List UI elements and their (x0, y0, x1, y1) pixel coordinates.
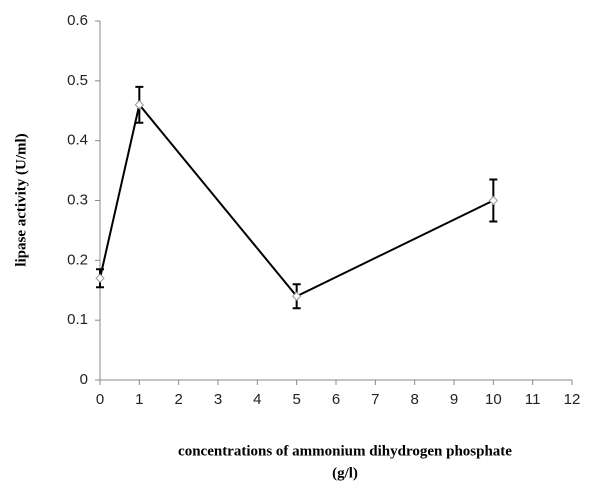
y-tick-label: 0.5 (67, 72, 88, 89)
x-axis-label: (g/l) (332, 465, 358, 481)
x-tick-label: 1 (135, 391, 143, 408)
y-tick-label: 0.6 (67, 12, 88, 29)
x-tick-label: 4 (253, 391, 261, 408)
x-tick-label: 6 (332, 391, 340, 408)
x-axis-label: concentrations of ammonium dihydrogen ph… (178, 443, 512, 459)
y-tick-label: 0.3 (67, 191, 88, 208)
x-tick-label: 0 (96, 391, 104, 408)
y-tick-label: 0 (80, 371, 88, 388)
data-point (95, 273, 105, 283)
x-tick-label: 10 (485, 391, 502, 408)
data-point (291, 291, 302, 301)
x-tick-label: 2 (174, 391, 182, 408)
x-tick-label: 3 (214, 391, 222, 408)
x-tick-label: 12 (564, 391, 581, 408)
data-point (488, 195, 499, 206)
y-tick-label: 0.4 (67, 132, 88, 149)
y-axis-label: lipase activity (U/ml) (13, 133, 29, 266)
x-tick-label: 8 (410, 391, 418, 408)
data-line (99, 102, 494, 298)
y-tick-label: 0.2 (67, 251, 88, 268)
data-point (134, 100, 145, 110)
x-tick-label: 11 (525, 391, 541, 408)
x-tick-label: 7 (371, 391, 379, 408)
y-tick-label: 0.1 (67, 311, 88, 328)
x-tick-label: 9 (450, 391, 458, 408)
x-tick-label: 5 (292, 391, 300, 408)
